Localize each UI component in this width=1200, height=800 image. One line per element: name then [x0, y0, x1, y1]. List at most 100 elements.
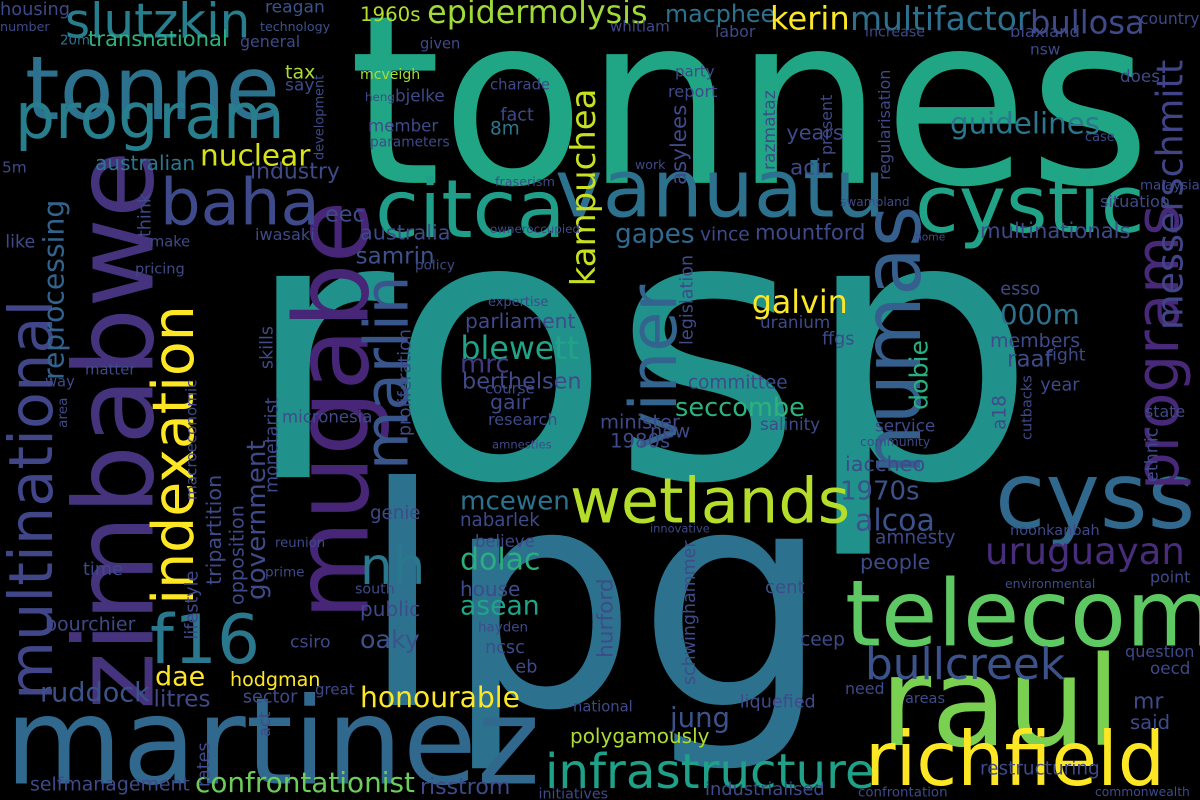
word-minister: minister — [600, 411, 680, 434]
word-cutbacks: cutbacks — [1019, 375, 1036, 440]
word-home: home — [915, 231, 946, 244]
word-dobie: dobie — [904, 339, 934, 410]
word-asean: asean — [460, 590, 540, 622]
word-gair: gair — [490, 390, 530, 415]
word-country: country — [1140, 10, 1200, 29]
word-believe: believe — [475, 533, 535, 552]
word-tonnes: tonnes — [348, 0, 1151, 239]
word-confrontation: confrontation — [858, 785, 948, 800]
word-asylees: asylees — [667, 104, 692, 185]
word-raaf: raaf — [1007, 346, 1053, 373]
word-eec: eec — [325, 201, 365, 228]
word-party: party — [675, 64, 715, 81]
word-south: south — [355, 581, 395, 598]
word-cyss: cyss — [995, 443, 1196, 551]
word-regularisation: regularisation — [876, 69, 895, 180]
word-right: right — [1045, 345, 1086, 366]
word-kampuchea: kampuchea — [564, 88, 604, 287]
word-slutzkin: slutzkin — [65, 0, 251, 51]
word-pricing: pricing — [135, 261, 185, 278]
word-think: think — [135, 192, 156, 238]
word-service: service — [875, 416, 936, 437]
word-ncsc: ncsc — [485, 637, 525, 658]
word-technology: technology — [260, 20, 331, 35]
word-said: said — [1130, 712, 1170, 735]
word-8m: 8m — [490, 117, 520, 140]
word-oaky: oaky — [360, 625, 420, 655]
word-1970s: 1970s — [840, 475, 920, 507]
word-lifestyle: lifestyle — [182, 570, 203, 640]
word-infrastructure: infrastructure — [545, 744, 875, 800]
word-number: number — [0, 20, 50, 35]
word-increase: increase — [865, 24, 926, 41]
word-course: course — [485, 381, 535, 398]
word-eb: eb — [515, 657, 538, 678]
word-samrin: samrin — [355, 243, 435, 270]
word-bjelke: bjelke — [395, 86, 445, 107]
word-salinity: salinity — [760, 416, 821, 435]
word-new: new — [650, 420, 691, 443]
word-genie: genie — [370, 502, 421, 525]
word-baha: baha — [160, 165, 320, 240]
word-make: make — [150, 234, 191, 251]
word-honourable: honourable — [360, 681, 520, 715]
word-confrontationist: confrontationist — [195, 766, 415, 800]
word-macphee: macphee — [665, 0, 776, 28]
word-ruddock: ruddock — [40, 677, 150, 709]
word-dae: dae — [155, 660, 206, 693]
word-industry: industry — [250, 158, 340, 185]
word-bourchier: bourchier — [45, 613, 136, 636]
word-years: years — [786, 121, 844, 146]
word-wetlands: wetlands — [570, 465, 851, 538]
word-charade: charade — [490, 77, 551, 94]
word-need: need — [845, 680, 885, 699]
word-micronesia: micronesia — [282, 407, 373, 428]
word-restructuring: restructuring — [980, 757, 1100, 780]
word-report: report — [668, 83, 718, 102]
word-research: research — [488, 411, 558, 430]
word-sector: sector — [242, 687, 298, 708]
word-say: say — [285, 75, 315, 96]
word-great: great — [315, 682, 355, 699]
word-parliament: parliament — [465, 309, 576, 334]
word-iaccheo: iaccheo — [845, 452, 926, 477]
word-mrc: mrc — [460, 349, 510, 380]
word-area: area — [54, 397, 71, 428]
word-guidelines: guidelines — [950, 107, 1100, 141]
word-tax: tax — [285, 61, 316, 84]
word-litres: litres — [153, 686, 211, 713]
word-noonkanbah: noonkanbah — [1010, 522, 1100, 540]
word-state: state — [1145, 403, 1186, 422]
word-lpg: lpg — [360, 423, 831, 777]
word-program: program — [15, 79, 285, 154]
word-like: like — [5, 232, 36, 253]
word-australia: australia — [359, 221, 451, 246]
word-dolac: dolac — [460, 542, 541, 578]
word-galvin: galvin — [751, 284, 848, 322]
word-prime: prime — [265, 564, 305, 581]
word-heng: heng — [365, 90, 395, 105]
word-ceep: ceep — [800, 628, 845, 651]
word-question: question — [1125, 643, 1195, 662]
word-risstrom: risstrom — [420, 773, 511, 800]
word-cystic: cystic — [915, 157, 1145, 252]
word-gapes: gapes — [615, 217, 695, 249]
word-uruguayan: uruguayan — [985, 530, 1185, 574]
word-legislation: legislation — [677, 254, 698, 345]
word-expertise: expertise — [488, 295, 549, 310]
word-amnesties: amnesties — [492, 439, 552, 452]
word-razmataz: razmataz — [759, 90, 780, 170]
word-20m: 20m — [60, 33, 91, 48]
word-commonwealth: commonwealth — [1095, 785, 1190, 800]
word-nabarlek: nabarlek — [460, 509, 540, 532]
word-citca: citca — [375, 162, 566, 257]
word-1960s: 1960s — [360, 3, 421, 27]
word-vanuatu: vanuatu — [555, 142, 886, 237]
word-esso: esso — [1000, 279, 1041, 300]
word-nsw: nsw — [1030, 40, 1061, 59]
word-jung: jung — [670, 701, 730, 734]
word-alcoa: alcoa — [855, 503, 935, 539]
word-kerin: kerin — [770, 0, 850, 38]
word-hurford: hurford — [592, 578, 618, 658]
word-whitlam: whitlam — [610, 19, 670, 36]
